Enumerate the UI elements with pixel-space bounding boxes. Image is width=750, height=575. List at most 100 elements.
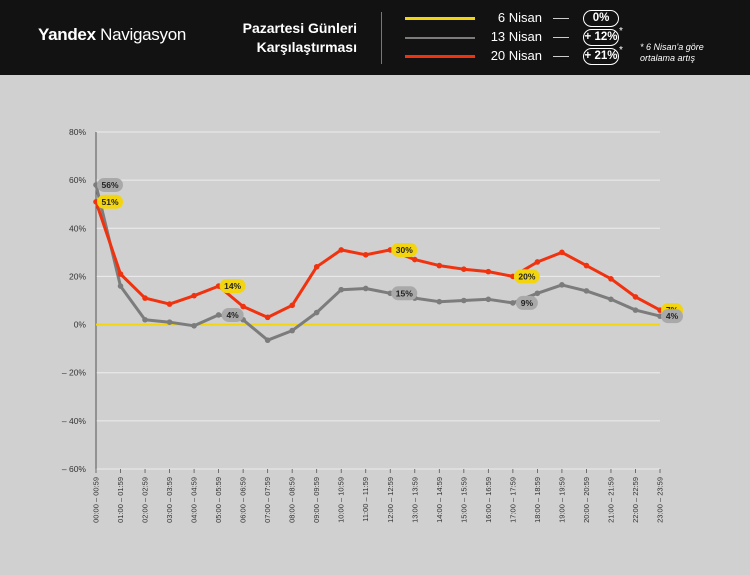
data-point (191, 292, 197, 299)
value-label: 56% (101, 180, 118, 190)
data-point (240, 303, 246, 310)
x-tick-label: 10:00 – 10:59 (337, 477, 346, 523)
data-point (485, 268, 492, 275)
x-tick-label: 06:00 – 06:59 (239, 477, 248, 523)
value-label: 9% (521, 298, 534, 308)
x-tick-label: 12:00 – 12:59 (386, 477, 395, 523)
data-point (608, 296, 614, 303)
value-label: 14% (224, 281, 241, 291)
y-tick-label: – 20% (62, 368, 87, 378)
data-point (436, 298, 443, 305)
legend-line-gray (405, 37, 475, 39)
data-point (559, 282, 565, 288)
data-point (338, 247, 345, 253)
data-point (583, 288, 590, 294)
data-point (362, 251, 369, 258)
x-tick-label: 13:00 – 13:59 (410, 477, 419, 523)
x-tick-label: 16:00 – 16:59 (484, 477, 493, 523)
legend-line-red (405, 55, 475, 58)
header-divider (381, 12, 382, 64)
legend-label: 20 Nisan (490, 48, 542, 63)
x-tick-label: 08:00 – 08:59 (288, 477, 297, 523)
x-tick-label: 15:00 – 15:59 (459, 477, 468, 523)
data-point (411, 256, 418, 263)
y-tick-label: 40% (69, 223, 86, 233)
x-tick-label: 03:00 – 03:59 (165, 477, 174, 523)
x-tick-label: 04:00 – 04:59 (190, 477, 199, 523)
legend-line-yellow (405, 17, 475, 20)
legend-dash (553, 18, 569, 19)
legend-star: * (619, 26, 623, 37)
line-chart: 80% 60% 40% 20% 0% – 20% – 40% – 60% 00:00 – 00:… (62, 127, 683, 523)
brand-name-bold: Yandex (38, 25, 96, 44)
data-point (289, 327, 295, 334)
data-point (313, 309, 320, 316)
x-tick-label: 23:00 – 23:59 (656, 477, 665, 523)
data-point (461, 297, 467, 304)
data-point (461, 266, 467, 273)
value-label: 20% (518, 271, 535, 281)
x-tick-label: 05:00 – 05:59 (214, 477, 223, 523)
value-label-pill (391, 286, 418, 301)
value-label-pill (391, 242, 418, 257)
x-tick-label: 18:00 – 18:59 (533, 477, 542, 523)
value-label-pill (97, 177, 123, 192)
value-label-pill (97, 194, 123, 209)
data-point (313, 264, 320, 270)
data-point (485, 296, 492, 303)
data-point (264, 337, 271, 344)
value-label-pill (513, 269, 540, 284)
data-point (338, 286, 345, 293)
value-label-pill (221, 307, 244, 322)
data-point (117, 271, 124, 277)
brand-logo: Yandex Navigasyon (38, 25, 186, 45)
header: Yandex Navigasyon Pazartesi Günleri Karş… (0, 0, 750, 75)
legend-dash (553, 56, 569, 57)
value-label: 30% (396, 245, 413, 255)
data-point (362, 285, 369, 292)
data-point (534, 259, 541, 265)
y-tick-label: – 60% (62, 464, 87, 474)
value-label-pill (661, 309, 683, 324)
data-point (142, 295, 148, 301)
x-tick-label: 14:00 – 14:59 (435, 477, 444, 523)
y-tick-label: – 40% (62, 416, 87, 426)
legend-label: 13 Nisan (490, 29, 542, 44)
brand-name-light: Navigasyon (100, 25, 186, 44)
legend-badge: + 21% (583, 48, 619, 65)
x-tick-label: 07:00 – 07:59 (263, 477, 272, 523)
value-label: 4% (226, 310, 239, 320)
data-point (436, 262, 443, 269)
data-point (166, 301, 173, 307)
x-tick-label: 20:00 – 20:59 (582, 477, 591, 523)
data-point (191, 322, 197, 329)
legend-badge: + 12% (583, 29, 619, 46)
value-label: 4% (666, 311, 679, 321)
x-tick-label: 00:00 – 00:59 (92, 477, 101, 523)
data-point (215, 312, 222, 318)
data-point (632, 294, 639, 300)
data-point (559, 249, 565, 256)
x-tick-label: 17:00 – 17:59 (508, 477, 517, 523)
x-tick-label: 01:00 – 01:59 (116, 477, 125, 523)
data-point (142, 316, 148, 323)
legend-dash (553, 37, 569, 38)
series-line-3 (94, 201, 661, 319)
value-label: 15% (396, 288, 413, 298)
x-tick-label: 02:00 – 02:59 (141, 477, 150, 523)
data-point (117, 283, 124, 289)
value-label: 51% (101, 197, 118, 207)
legend-star: * (619, 45, 623, 56)
data-point (510, 300, 516, 306)
data-point (583, 262, 590, 269)
y-tick-label: 0% (74, 320, 87, 330)
data-point (632, 307, 639, 313)
y-tick-label: 80% (69, 127, 86, 137)
x-tick-label: 11:00 – 11:59 (361, 477, 370, 522)
x-tick-label: 19:00 – 19:59 (557, 477, 566, 523)
value-label-pill (219, 279, 246, 294)
x-tick-label: 22:00 – 22:59 (631, 477, 640, 523)
y-tick-label: 20% (69, 271, 86, 281)
x-tick-label: 09:00 – 09:59 (312, 477, 321, 523)
footnote: * 6 Nisan'a göre ortalama artış (640, 42, 704, 63)
